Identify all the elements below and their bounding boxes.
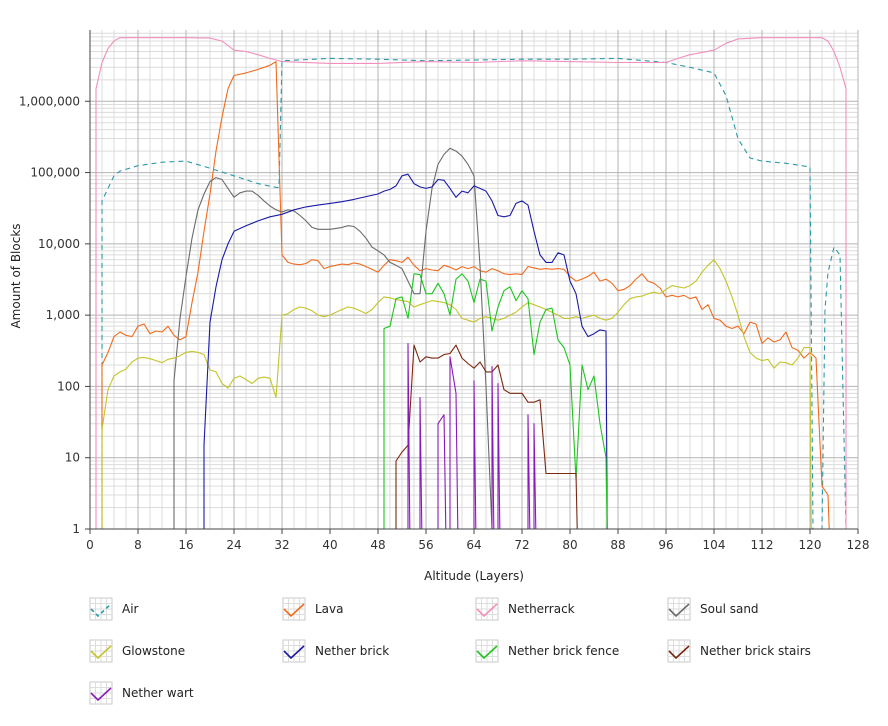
x-tick-label: 80 xyxy=(562,538,577,552)
series-line-netherrack xyxy=(95,37,847,529)
legend-swatch-line xyxy=(283,645,305,660)
legend-swatch-line xyxy=(90,687,112,702)
x-tick-label: 120 xyxy=(799,538,822,552)
x-tick-label: 48 xyxy=(370,538,385,552)
legend-label: Glowstone xyxy=(122,644,185,658)
x-tick-label: 40 xyxy=(322,538,337,552)
legend-item-netherrack: Netherrack xyxy=(475,597,575,621)
x-tick-label: 88 xyxy=(610,538,625,552)
x-tick-label: 16 xyxy=(178,538,193,552)
x-tick-label: 64 xyxy=(466,538,481,552)
y-tick-label: 10,000 xyxy=(38,237,80,251)
legend-item-nether-brick-stairs: Nether brick stairs xyxy=(667,639,811,663)
legend-item-nether-brick-fence: Nether brick fence xyxy=(475,639,619,663)
y-tick-label: 1,000,000 xyxy=(19,94,80,108)
y-tick-label: 1,000 xyxy=(46,308,80,322)
series-layer xyxy=(95,37,847,530)
series-line-nether-brick xyxy=(203,173,608,530)
legend-label: Nether brick xyxy=(315,644,389,658)
legend-label: Soul sand xyxy=(700,602,759,616)
x-tick-label: 56 xyxy=(418,538,433,552)
x-tick-labels: 0 8 16 24 32 40 48 56 64 72 80 88 96 104 112 120 128 xyxy=(86,529,869,552)
legend-label: Air xyxy=(122,602,139,616)
x-axis-title: Altitude (Layers) xyxy=(424,569,524,583)
y-tick-label: 10 xyxy=(65,451,80,465)
x-tick-label: 24 xyxy=(226,538,241,552)
legend-swatch-line xyxy=(668,645,690,660)
legend-item-lava: Lava xyxy=(282,597,344,621)
series-line-soul-sand xyxy=(173,147,493,530)
legend-item-soul-sand: Soul sand xyxy=(667,597,759,621)
legend-item-air: Air xyxy=(89,597,139,621)
series-line-nether-brick-fence xyxy=(383,273,608,530)
y-tick-label: 100,000 xyxy=(30,166,80,180)
legend-swatch-line xyxy=(476,645,498,660)
legend-swatch-line xyxy=(90,645,112,660)
x-tick-label: 112 xyxy=(751,538,774,552)
x-tick-label: 104 xyxy=(703,538,726,552)
series-line-nether-brick-stairs xyxy=(395,344,578,530)
legend-label: Netherrack xyxy=(508,602,575,616)
legend-label: Nether brick stairs xyxy=(700,644,811,658)
legend-label: Lava xyxy=(315,602,344,616)
legend-label: Nether brick fence xyxy=(508,644,619,658)
legend-swatch-line xyxy=(668,603,690,618)
y-tick-label: 1 xyxy=(72,522,80,536)
legend-item-nether-brick: Nether brick xyxy=(282,639,389,663)
legend-label: Nether wart xyxy=(122,686,194,700)
legend-swatch-line xyxy=(283,603,305,618)
x-tick-label: 8 xyxy=(134,538,142,552)
y-axis-title: Amount of Blocks xyxy=(9,223,23,328)
series-line-lava xyxy=(101,61,830,530)
x-tick-label: 128 xyxy=(847,538,870,552)
legend: Air Lava Netherrack Soul sand Glowstone Nethe… xyxy=(89,597,811,705)
y-tick-labels: 1 10 100 1,000 10,000 100,000 1,000,000 xyxy=(19,94,90,536)
x-tick-label: 96 xyxy=(658,538,673,552)
x-tick-label: 32 xyxy=(274,538,289,552)
legend-swatch-line xyxy=(90,603,112,618)
y-tick-label: 100 xyxy=(57,379,80,393)
legend-item-glowstone: Glowstone xyxy=(89,639,185,663)
x-tick-label: 72 xyxy=(514,538,529,552)
x-tick-label: 0 xyxy=(86,538,94,552)
legend-swatch-line xyxy=(476,603,498,618)
series-line-glowstone xyxy=(101,259,812,530)
legend-item-nether-wart: Nether wart xyxy=(89,681,194,705)
